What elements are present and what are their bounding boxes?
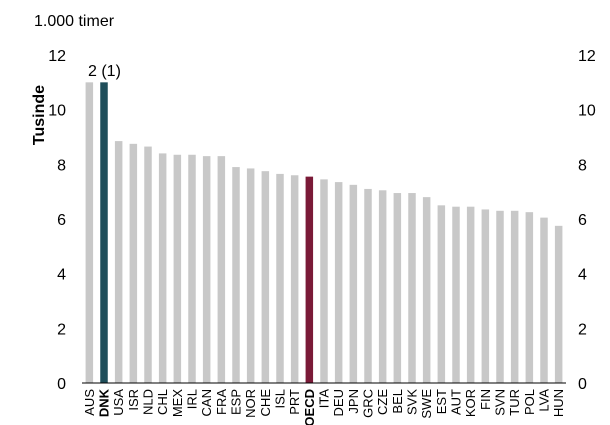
bar-fra — [217, 156, 226, 383]
category-label: JPN — [346, 389, 361, 414]
category-label: IRL — [185, 389, 200, 409]
category-label: SVK — [405, 389, 420, 415]
y-tick-label-right: 4 — [578, 267, 587, 284]
y-tick-label-left: 4 — [57, 267, 66, 284]
category-label: NOR — [243, 389, 258, 418]
category-label: CHE — [258, 389, 273, 417]
y-tick-label-left: 2 — [57, 321, 66, 338]
bar-esp — [232, 167, 240, 383]
category-label: FRA — [214, 389, 229, 415]
bar-tur — [510, 210, 519, 383]
bar-mex — [173, 154, 182, 383]
bar-svk — [408, 193, 416, 383]
bar-isl — [276, 173, 284, 383]
y-tick-label-right: 2 — [578, 321, 587, 338]
bar-aus — [85, 82, 94, 383]
category-label: ISL — [273, 389, 288, 409]
rank-annotation: 2 (1) — [88, 63, 121, 80]
bar-ita — [320, 179, 328, 383]
bar-irl — [188, 154, 196, 383]
bar-aut — [452, 206, 460, 383]
bar-usa — [114, 141, 123, 383]
bar-bel — [393, 193, 402, 383]
category-labels: AUS DNK USA ISR NLD CHL MEX IRL CAN FRA ESP NOR CHE I… — [82, 388, 566, 425]
left-axis-ticks: 0 2 4 6 8 10 12 — [48, 48, 66, 393]
category-label: SWE — [419, 389, 434, 419]
y-tick-label-left: 0 — [57, 376, 66, 393]
category-label: AUT — [449, 389, 464, 415]
bar-est — [437, 205, 446, 383]
category-label: GRC — [361, 389, 376, 418]
bar-fin — [481, 209, 490, 383]
category-label: FIN — [478, 389, 493, 410]
category-label: NLD — [141, 389, 156, 415]
bar-isr — [129, 143, 138, 383]
y-tick-label-right: 0 — [578, 376, 587, 393]
category-label: ESP — [229, 389, 244, 415]
right-axis-ticks: 0 2 4 6 8 10 12 — [578, 48, 596, 393]
category-label: DEU — [331, 389, 346, 416]
category-label: HUN — [551, 389, 566, 417]
bar-kor — [466, 206, 475, 383]
bar-nld — [144, 146, 152, 383]
y-tick-label-right: 8 — [578, 157, 587, 174]
y-tick-label-left: 10 — [48, 103, 66, 120]
category-label: CAN — [199, 389, 214, 416]
bar-jpn — [349, 184, 358, 383]
bar-chl — [158, 153, 167, 383]
bar-pol — [525, 212, 534, 383]
category-label: MEX — [170, 389, 185, 418]
bar-deu — [334, 182, 343, 383]
category-label: AUS — [82, 389, 97, 416]
bar-lva — [540, 217, 548, 383]
y-tick-label-right: 12 — [578, 48, 596, 65]
bar-svn — [496, 210, 504, 383]
category-label: USA — [111, 389, 126, 416]
category-label: TUR — [507, 389, 522, 416]
category-label: OECD — [302, 389, 317, 425]
category-label: LVA — [537, 389, 552, 412]
y-tick-label-left: 12 — [48, 48, 66, 65]
category-label: PRT — [287, 389, 302, 415]
bar-oecd — [305, 176, 314, 383]
bar-dnk — [100, 82, 108, 383]
y-tick-label-left: 8 — [57, 157, 66, 174]
bar-nor — [246, 168, 255, 383]
category-label: DNK — [97, 388, 112, 417]
category-label: KOR — [463, 389, 478, 417]
category-label: EST — [434, 389, 449, 414]
y-tick-label-right: 6 — [578, 212, 587, 229]
category-label: BEL — [390, 389, 405, 414]
category-label: CHL — [155, 389, 170, 415]
bar-che — [261, 171, 270, 383]
bar-swe — [422, 197, 431, 383]
bar-prt — [290, 175, 299, 383]
y-tick-label-left: 6 — [57, 212, 66, 229]
category-label: ITA — [317, 389, 332, 409]
category-label: ISR — [126, 389, 141, 411]
bar-can — [202, 156, 211, 383]
category-label: CZE — [375, 389, 390, 415]
bar-cze — [378, 190, 387, 383]
y-tick-label-right: 10 — [578, 103, 596, 120]
unit-label: 1.000 timer — [34, 13, 115, 30]
bar-hun — [554, 225, 563, 383]
y-axis-label: Tusinde — [31, 85, 48, 145]
bars — [85, 82, 563, 383]
bar-grc — [364, 188, 372, 383]
category-label: POL — [522, 389, 537, 415]
category-label: SVN — [493, 389, 508, 416]
